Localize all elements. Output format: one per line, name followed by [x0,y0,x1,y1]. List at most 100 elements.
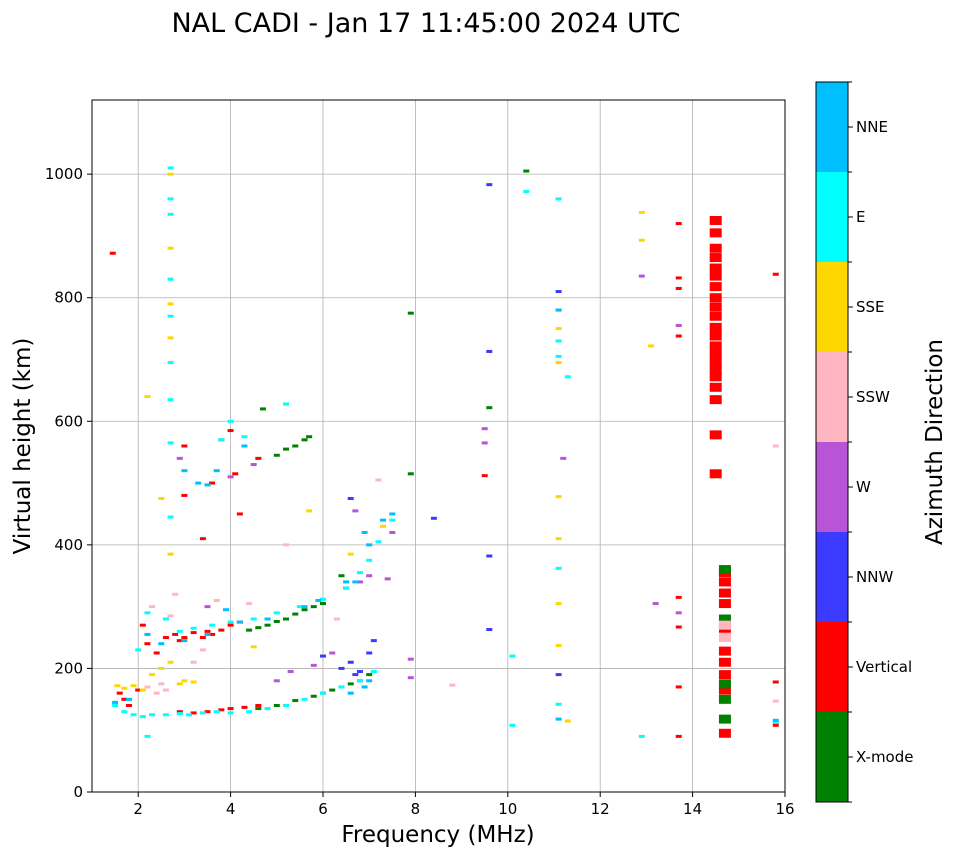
echo-point-e [283,704,290,707]
echo-point-vertical [199,537,206,541]
echo-point-nne [144,632,151,636]
echo-point-ssw [158,682,165,686]
echo-point-e [227,620,234,624]
echo-point-vertical [675,734,682,738]
echo-point-w [366,574,373,578]
x-tick-label: 2 [133,800,143,818]
echo-point-vertical [709,372,722,382]
x-tick-label: 14 [683,800,702,818]
echo-point-vertical [675,286,682,290]
echo-point-vertical [116,691,123,695]
echo-point-x-mode [329,688,336,692]
echo-point-e [162,713,169,717]
echo-point-vertical [218,708,225,712]
echo-point-e [149,713,156,717]
echo-point-sse [347,552,354,556]
echo-point-vertical [718,646,731,656]
colorbar-category-label: E [856,208,865,226]
echo-point-e [273,611,280,615]
echo-point-ssw [199,648,206,652]
echo-point-nne [236,620,243,624]
echo-point-e [167,441,174,445]
echo-point-vertical [709,282,722,292]
echo-point-vertical [709,469,722,479]
echo-point-vertical [139,623,146,627]
echo-point-e [250,617,257,621]
echo-point-e [343,586,350,590]
echo-point-x-mode [718,714,731,724]
echo-point-e [555,354,562,358]
echo-point-w [384,577,391,581]
y-tick-label: 1000 [45,165,83,183]
echo-point-vertical [232,472,239,476]
echo-point-w [352,509,359,513]
echo-point-vertical [718,657,731,667]
echo-point-vertical [718,588,731,598]
echo-point-vertical [209,632,216,636]
echo-point-vertical [709,243,722,253]
echo-point-e [370,670,377,674]
echo-point-nnw [370,639,377,643]
echo-point-e [523,189,530,193]
echo-point-ssw [167,614,174,618]
echo-point-nne [158,642,165,646]
echo-point-e [375,540,382,544]
echo-point-e [356,571,363,575]
echo-point-nnw [356,670,363,674]
echo-point-ssw [283,543,290,547]
echo-point-nnw [486,628,493,632]
colorbar-category-label: NNE [856,118,888,136]
echo-point-e [167,212,174,216]
echo-point-w [273,679,280,683]
echo-point-e [167,166,174,170]
echo-point-e [638,734,645,738]
echo-point-vertical [709,215,722,225]
echo-point-sse [190,680,197,684]
echo-point-x-mode [523,169,530,173]
echo-point-nnw [338,666,345,670]
colorbar-category-label: W [856,478,871,496]
echo-point-vertical [675,625,682,629]
echo-point-vertical [144,642,151,646]
echo-point-vertical [709,331,722,341]
echo-point-vertical [675,595,682,599]
echo-point-nne [555,308,562,312]
x-tick-label: 16 [775,800,794,818]
colorbar: X-mode Vertical NNW W SSW SSE E NNE [815,81,913,803]
echo-point-x-mode [292,612,299,616]
x-tick-label: 10 [498,800,517,818]
echo-point-vertical [204,710,211,714]
echo-point-x-mode [310,694,317,698]
colorbar-segment [816,532,848,622]
echo-point-sse [181,679,188,683]
echo-point-vertical [190,631,197,635]
echo-point-nnw [486,183,493,187]
echo-point-nne [222,608,229,612]
echo-point-sse [638,210,645,214]
echo-point-e [227,419,234,423]
echo-point-ssw [144,685,151,689]
echo-point-x-mode [407,472,414,476]
echo-point-e [356,679,363,683]
colorbar-segment [816,262,848,352]
echo-point-sse [638,238,645,242]
echo-point-w [176,456,183,460]
echo-point-sse [176,682,183,686]
echo-point-e [167,314,174,318]
echo-point-sse [648,344,655,348]
echo-point-nnw [347,660,354,664]
axis-ticks: 2 4 6 8 10 12 14 16 0 200 400 600 800 1000 [45,165,795,818]
echo-point-sse [149,673,156,677]
echo-point-nnw [366,651,373,655]
echo-point-vertical [125,704,132,707]
echo-point-e [555,339,562,343]
echo-point-x-mode [292,444,299,448]
echo-point-sse [167,302,174,306]
y-axis-label: Virtual height (km) [10,338,36,555]
echo-point-ssw [333,617,340,621]
y-tick-label: 400 [54,536,83,554]
echo-point-vertical [181,444,188,448]
colorbar-segment [816,82,848,172]
echo-point-vertical [255,456,262,460]
echo-point-ssw [190,660,197,664]
